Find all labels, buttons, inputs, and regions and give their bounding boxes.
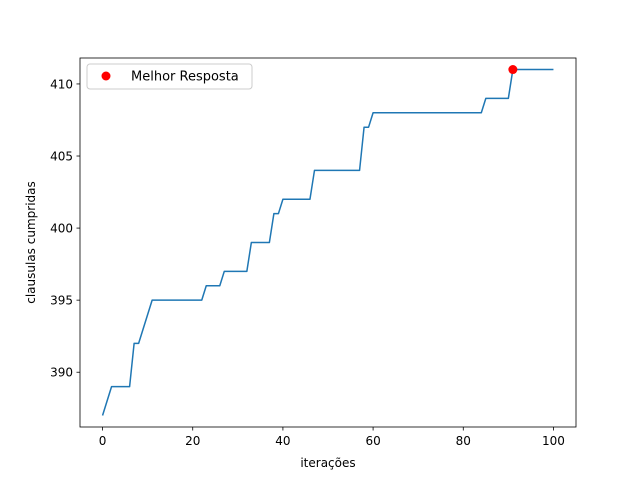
y-tick-label: 405 bbox=[50, 150, 73, 164]
x-tick-label: 80 bbox=[456, 434, 471, 448]
best-answer-point bbox=[508, 65, 518, 75]
x-tick-label: 40 bbox=[275, 434, 290, 448]
y-tick-label: 410 bbox=[50, 77, 73, 91]
legend-marker bbox=[101, 71, 111, 81]
x-tick-label: 60 bbox=[365, 434, 380, 448]
y-tick-label: 400 bbox=[50, 222, 73, 236]
x-tick-label: 20 bbox=[185, 434, 200, 448]
legend: Melhor Resposta bbox=[86, 63, 253, 90]
x-tick-label: 0 bbox=[99, 434, 107, 448]
y-tick-label: 395 bbox=[50, 294, 73, 308]
axes-layer: 0 20 40 60 80 100 390 395 400 405 410 bbox=[50, 57, 577, 448]
axes-frame bbox=[79, 57, 577, 428]
series-line-0 bbox=[101, 68, 554, 416]
y-tick-label: 390 bbox=[50, 366, 73, 380]
plot-layer bbox=[101, 65, 554, 416]
y-axis-label: clausulas cumpridas bbox=[24, 181, 38, 304]
x-axis-label: iterações bbox=[300, 456, 355, 470]
legend-box bbox=[86, 63, 253, 90]
legend-label: Melhor Resposta bbox=[131, 70, 239, 85]
x-tick-label: 100 bbox=[542, 434, 565, 448]
